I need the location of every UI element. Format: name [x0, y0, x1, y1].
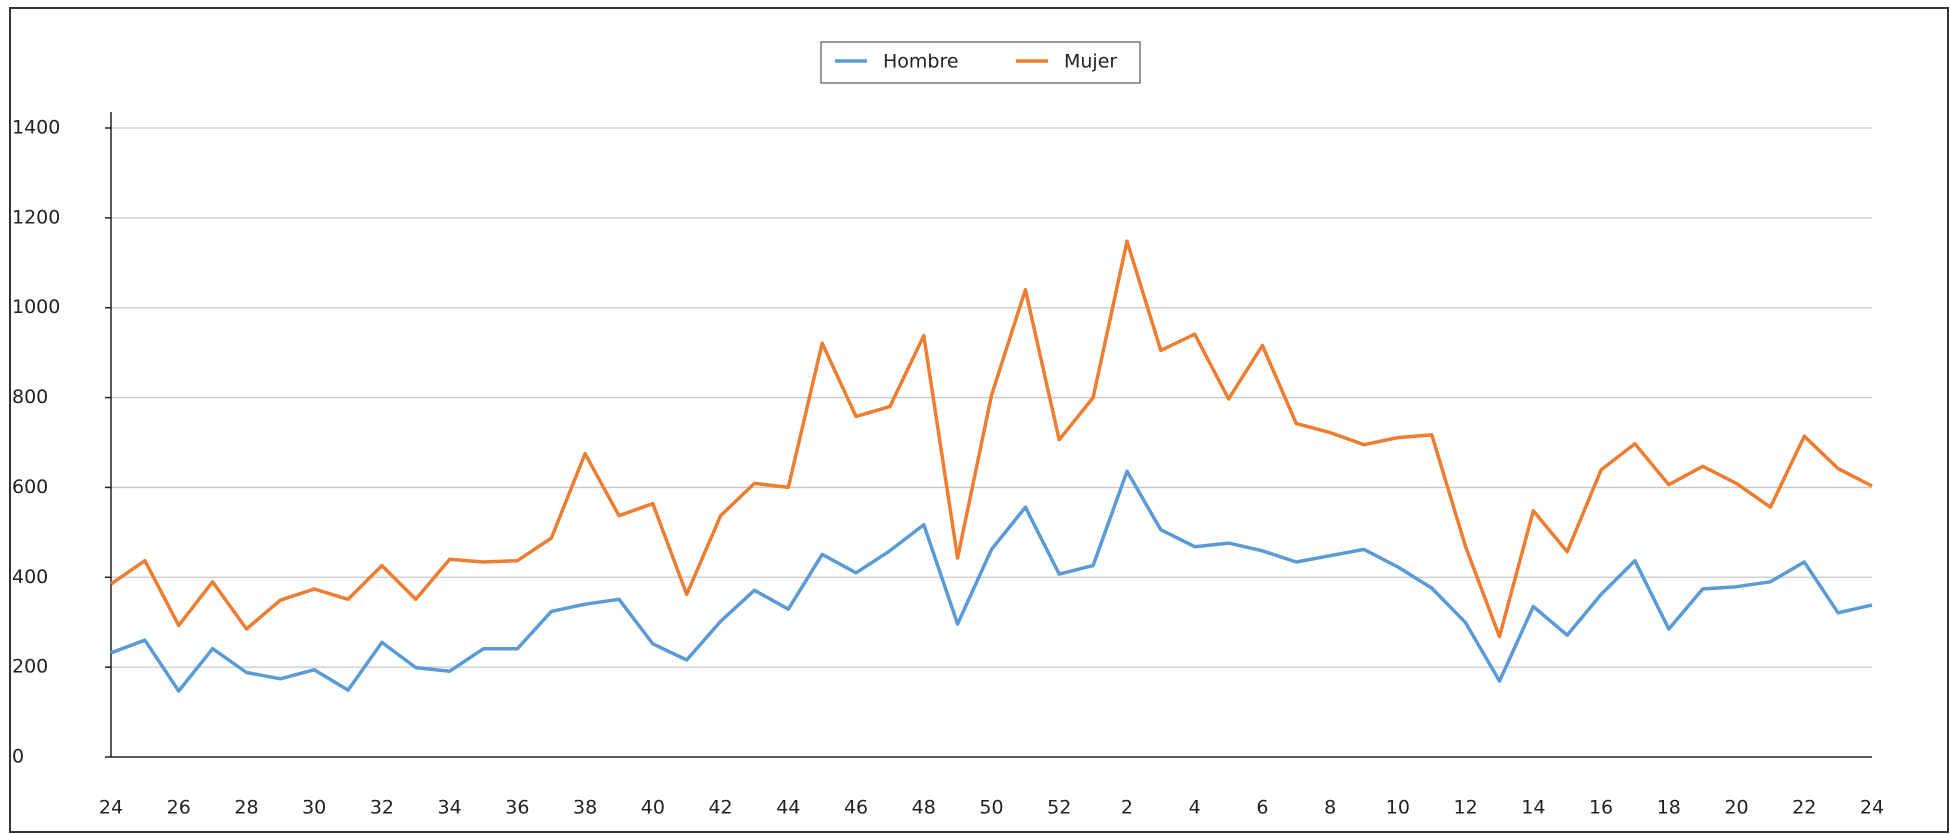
y-tick-label: 1200 [12, 206, 60, 228]
chart-border [9, 7, 1949, 833]
x-tick-label: 8 [1324, 797, 1336, 819]
x-tick-label: 30 [302, 797, 326, 819]
y-tick-label: 200 [12, 656, 48, 678]
x-tick-label: 2 [1121, 797, 1133, 819]
y-tick-label: 1000 [12, 296, 60, 318]
x-tick-label: 50 [979, 797, 1003, 819]
series-line [110, 239, 1873, 639]
x-tick-label: 34 [438, 797, 462, 819]
y-tick-label: 1400 [12, 117, 60, 139]
x-tick-label: 26 [167, 797, 191, 819]
x-tick-label: 48 [912, 797, 936, 819]
y-tick-label: 600 [12, 476, 48, 498]
x-tick-label: 6 [1256, 797, 1268, 819]
x-tick-label: 36 [505, 797, 529, 819]
x-tick-label: 16 [1589, 797, 1613, 819]
x-tick-label: 46 [844, 797, 868, 819]
x-tick-label: 40 [641, 797, 665, 819]
series-line [110, 469, 1873, 693]
x-tick-label: 42 [708, 797, 732, 819]
x-tick-label: 4 [1189, 797, 1201, 819]
x-tick-label: 10 [1386, 797, 1410, 819]
x-tick-label: 24 [99, 797, 123, 819]
x-tick-label: 44 [776, 797, 800, 819]
legend: Hombre Mujer [820, 41, 1141, 84]
x-tick-label: 14 [1521, 797, 1545, 819]
x-tick-label: 18 [1657, 797, 1681, 819]
x-tick-label: 24 [1860, 797, 1884, 819]
x-tick-label: 28 [234, 797, 258, 819]
x-tick-label: 32 [370, 797, 394, 819]
legend-box [820, 41, 1141, 84]
legend-label: Hombre [883, 51, 959, 73]
y-tick-label: 0 [12, 746, 24, 768]
x-tick-label: 22 [1792, 797, 1816, 819]
x-tick-label: 52 [1047, 797, 1071, 819]
y-tick-label: 400 [12, 566, 48, 588]
legend-label: Mujer [1064, 51, 1117, 73]
x-tick-label: 38 [573, 797, 597, 819]
y-tick-label: 800 [12, 386, 48, 408]
x-tick-label: 20 [1724, 797, 1748, 819]
x-tick-label: 12 [1454, 797, 1478, 819]
